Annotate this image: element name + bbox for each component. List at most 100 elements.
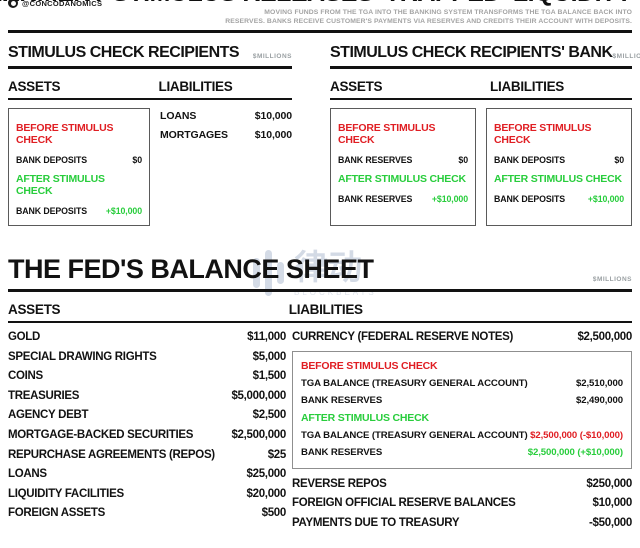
row-label: AGENCY DEBT [8, 409, 89, 422]
row-label: BANK DEPOSITS [494, 155, 566, 165]
liability-row: CURRENCY (FEDERAL RESERVE NOTES) $2,500,0… [292, 328, 632, 348]
asset-row: FOREIGN ASSETS $500 [8, 504, 286, 524]
divider [330, 66, 632, 69]
row-label: COINS [8, 370, 43, 383]
subtitle-line-2: RESERVES. BANKS RECEIVE CUSTOMER'S PAYME… [225, 17, 632, 25]
row-value: $2,500 [252, 409, 287, 422]
row-label: PAYMENTS DUE TO TREASURY [292, 516, 460, 529]
asset-row: LIQUIDITY FACILITIES $20,000 [8, 485, 286, 505]
row-value: $25 [267, 448, 287, 461]
row-label: MORTGAGES [160, 129, 228, 141]
asset-row: COINS $1,500 [8, 367, 286, 387]
balance-row: BANK RESERVES $0 [338, 155, 468, 165]
row-label: REPURCHASE AGREEMENTS (REPOS) [8, 448, 215, 461]
divider [8, 66, 292, 69]
row-label: BANK RESERVES [301, 394, 383, 406]
row-label: LOANS [8, 468, 47, 481]
row-label: BANK RESERVES [338, 155, 413, 165]
row-value: $0 [132, 155, 142, 165]
row-label: TGA BALANCE (TREASURY GENERAL ACCOUNT) [301, 429, 528, 441]
row-value: -$50,000 [589, 516, 632, 529]
section-bank-title: STIMULUS CHECK RECIPIENTS' BANK [330, 44, 613, 61]
row-label: GOLD [8, 331, 41, 343]
after-stimulus-label: AFTER STIMULUS CHECK [16, 173, 105, 197]
row-label: BANK RESERVES [338, 194, 413, 204]
row-label: BANK DEPOSITS [494, 194, 566, 204]
liabilities-header: LIABILITIES [490, 79, 564, 94]
divider [8, 98, 292, 100]
row-label: LIQUIDITY FACILITIES [8, 487, 124, 500]
section-fed: THE FED'S BALANCE SHEET $MILLIONS ASSETS… [8, 254, 632, 533]
row-value: +$10,000 [105, 206, 142, 216]
author-logo-icon [8, 0, 18, 8]
row-label: CURRENCY (FEDERAL RESERVE NOTES) [292, 331, 514, 343]
asset-row: SPECIAL DRAWING RIGHTS $5,000 [8, 348, 286, 368]
row-label: BANK DEPOSITS [16, 155, 88, 165]
balance-row: BANK DEPOSITS +$10,000 [494, 194, 624, 204]
asset-row: AGENCY DEBT $2,500 [8, 406, 286, 426]
author-handle: @CONCODANOMICS [8, 0, 102, 8]
row-value: $5,000 [252, 350, 287, 363]
page-title: GOVERNMENT STIMULUS RELEASES 'TRAPPED' L… [0, 0, 633, 8]
row-label: REVERSE REPOS [292, 477, 387, 490]
row-label: TREASURIES [8, 389, 80, 402]
row-value: $0 [614, 155, 624, 165]
balance-row: BANK RESERVES +$10,000 [338, 194, 468, 204]
row-value: $500 [261, 507, 287, 520]
recipients-liabilities-list: LOANS $10,000 MORTGAGES $10,000 [160, 108, 292, 226]
row-label: FOREIGN OFFICIAL RESERVE BALANCES [292, 497, 516, 510]
asset-row: LOANS $25,000 [8, 465, 286, 485]
liabilities-header: LIABILITIES [158, 79, 233, 94]
row-value: $11,000 [247, 331, 286, 343]
asset-row: MORTGAGE-BACKED SECURITIES $2,500,000 [8, 426, 286, 446]
row-value: $1,500 [252, 370, 287, 383]
row-label: BANK RESERVES [301, 446, 383, 458]
assets-header: ASSETS [8, 79, 61, 94]
page-subtitle: MOVING FUNDS FROM THE TGA INTO THE BANKI… [225, 9, 632, 26]
row-value: $20,000 [246, 487, 287, 500]
balance-row: BANK RESERVES $2,500,000 (+$10,000) [301, 445, 623, 460]
liability-row: REVERSE REPOS $250,000 [292, 475, 632, 495]
divider [8, 289, 632, 292]
row-value: $2,500,000 [577, 331, 632, 343]
liability-row: FOREIGN OFFICIAL RESERVE BALANCES $10,000 [292, 494, 632, 514]
row-value: $10,000 [254, 129, 292, 141]
balance-row: BANK DEPOSITS $0 [16, 155, 142, 165]
row-value: $2,510,000 [575, 377, 623, 389]
liability-row: LOANS $10,000 [160, 110, 292, 122]
asset-row: GOLD $11,000 [8, 328, 286, 348]
balance-row: TGA BALANCE (TREASURY GENERAL ACCOUNT) $… [301, 428, 623, 443]
balance-row: BANK DEPOSITS $0 [494, 155, 624, 165]
units-label: $MILLIONS [252, 53, 292, 60]
after-stimulus-label: AFTER STIMULUS CHECK [338, 173, 466, 185]
author-handle-label: @CONCODANOMICS [22, 0, 103, 8]
units-label: $MILLIONS [612, 53, 640, 60]
section-recipients: STIMULUS CHECK RECIPIENTS $MILLIONS ASSE… [8, 44, 292, 226]
row-value: $10,000 [254, 110, 292, 122]
section-recipients-title: STIMULUS CHECK RECIPIENTS [8, 44, 240, 61]
row-label: FOREIGN ASSETS [8, 507, 105, 520]
asset-row: TREASURIES $5,000,000 [8, 387, 286, 407]
assets-header: ASSETS [330, 79, 383, 94]
row-value: $2,500,000 [231, 428, 286, 441]
header-divider [8, 30, 632, 33]
row-value: $2,500,000 (+$10,000) [527, 446, 623, 458]
row-label: TGA BALANCE (TREASURY GENERAL ACCOUNT) [301, 377, 528, 389]
fed-tga-box: BEFORE STIMULUS CHECK TGA BALANCE (TREAS… [292, 350, 632, 469]
row-label: LOANS [160, 110, 197, 122]
balance-row: BANK DEPOSITS +$10,000 [16, 206, 142, 216]
divider [8, 321, 632, 323]
liabilities-header: LIABILITIES [288, 302, 363, 317]
row-value: $2,500,000 (-$10,000) [530, 429, 623, 441]
recipients-assets-box: BEFORE STIMULUS CHECK BANK DEPOSITS $0 A… [8, 108, 150, 226]
section-fed-title: THE FED'S BALANCE SHEET [8, 254, 374, 284]
fed-assets-list: GOLD $11,000 SPECIAL DRAWING RIGHTS $5,000… [8, 328, 286, 533]
after-stimulus-label: AFTER STIMULUS CHECK [494, 173, 622, 185]
row-label: SPECIAL DRAWING RIGHTS [8, 350, 157, 363]
row-value: $25,000 [246, 468, 287, 481]
divider [330, 98, 632, 100]
assets-header: ASSETS [8, 302, 61, 317]
before-stimulus-label: BEFORE STIMULUS CHECK [16, 122, 114, 146]
liability-row: MORTGAGES $10,000 [160, 129, 292, 141]
